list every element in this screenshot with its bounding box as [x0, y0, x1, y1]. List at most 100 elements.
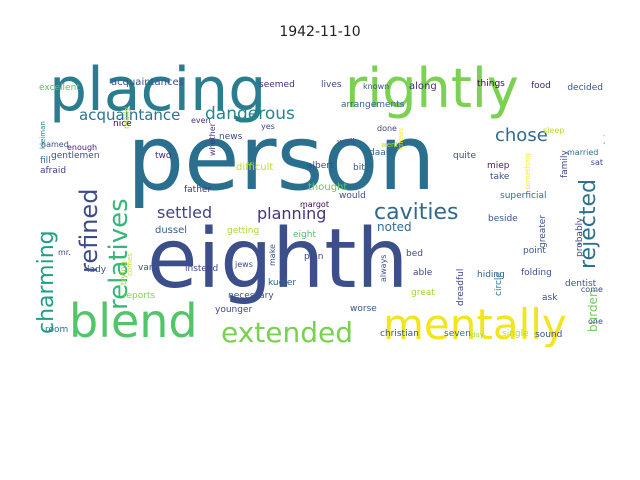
- cloud-word: quite: [453, 151, 476, 161]
- cloud-word: things: [477, 79, 505, 89]
- cloud-word: rejected: [576, 179, 601, 269]
- cloud-word: family: [560, 150, 570, 178]
- cloud-word: arrangements: [341, 100, 405, 110]
- cloud-word: great: [411, 288, 435, 298]
- cloud-word: younger: [215, 305, 252, 315]
- cloud-word: make: [268, 244, 277, 266]
- cloud-word: bed: [406, 249, 423, 259]
- cloud-word: getting: [227, 226, 259, 236]
- cloud-word: van: [138, 263, 155, 273]
- cloud-word: mentally: [383, 300, 567, 347]
- cloud-word: probably: [575, 217, 585, 257]
- cloud-word: able: [413, 268, 433, 278]
- cloud-word: planning: [257, 204, 326, 223]
- cloud-word: kugler: [268, 278, 296, 288]
- cloud-word: sleep: [543, 126, 564, 135]
- cloud-word: dreadful: [456, 269, 466, 306]
- cloud-word: christian: [380, 329, 419, 339]
- cloud-word: jews: [234, 260, 253, 269]
- cloud-word: ask: [542, 293, 558, 303]
- cloud-word: daan: [369, 148, 391, 158]
- cloud-word: eight: [293, 230, 316, 240]
- cloud-word: really: [122, 107, 131, 129]
- cloud-word: relatives: [104, 198, 134, 310]
- cloud-word: decided: [567, 83, 603, 93]
- cloud-word: excellent: [39, 83, 80, 93]
- cloud-word: necessary: [228, 291, 274, 301]
- cloud-word: folding: [521, 268, 552, 278]
- cloud-word: worse: [350, 304, 377, 314]
- cloud-word: bring: [603, 126, 605, 144]
- cloud-word: yes: [261, 122, 275, 131]
- cloud-word: comes: [126, 253, 134, 276]
- cloud-word: rightly: [345, 57, 519, 120]
- cloud-word: bit: [353, 163, 365, 173]
- cloud-word: gentlemen: [51, 151, 100, 161]
- cloud-word: along: [409, 81, 437, 92]
- cloud-word: trying: [119, 261, 128, 285]
- cloud-word: person: [127, 106, 436, 211]
- cloud-word: difficult: [236, 162, 273, 173]
- cloud-word: afraid: [40, 166, 66, 176]
- cloud-word: albert: [307, 161, 334, 171]
- cloud-word: thought: [308, 182, 347, 193]
- cloud-word: extended: [221, 316, 353, 347]
- cloud-word: chose: [495, 125, 548, 146]
- cloud-word: lives: [321, 80, 342, 90]
- cloud-word: would: [339, 191, 366, 201]
- cloud-word: news: [219, 132, 243, 142]
- cloud-word: instead: [185, 264, 218, 274]
- cloud-word: food: [531, 81, 551, 91]
- cloud-word: went: [381, 141, 398, 149]
- cloud-word: lady: [87, 265, 107, 275]
- cloud-word: margot: [300, 200, 329, 209]
- cloud-word: nice: [113, 119, 132, 129]
- cloud-word: whether: [208, 122, 217, 156]
- cloud-word: well: [337, 138, 355, 148]
- cloud-word: settled: [157, 203, 212, 222]
- cloud-word: mr.: [58, 248, 71, 257]
- cloud-word: day: [471, 331, 484, 339]
- cloud-word: known: [363, 82, 389, 91]
- cloud-word: placing: [49, 55, 266, 125]
- cloud-word: named: [41, 140, 69, 149]
- cloud-word: something: [524, 153, 532, 190]
- cloud-word: acquaintance: [79, 106, 180, 124]
- cloud-word: always: [379, 255, 388, 282]
- cloud-word: miep: [487, 161, 510, 171]
- cloud-word: greater: [538, 215, 548, 248]
- cloud-word: blend: [69, 294, 198, 347]
- cloud-word: fill: [40, 156, 51, 166]
- cloud-word: father: [184, 185, 211, 195]
- cloud-word: done: [377, 124, 397, 133]
- cloud-word: beside: [488, 214, 518, 224]
- cloud-word: dangerous: [205, 104, 295, 124]
- cloud-word: hiding: [477, 270, 505, 280]
- cloud-word: plan: [304, 252, 323, 262]
- cloud-word: kleiman: [39, 121, 47, 149]
- cloud-word: room: [45, 325, 68, 335]
- word-cloud: person eighth placing rightly blend mentally e…: [35, 47, 605, 347]
- page-title: 1942-11-10: [279, 24, 361, 40]
- cloud-word: circle: [494, 272, 504, 296]
- cloud-word: refined: [75, 189, 103, 273]
- cloud-word: married: [567, 148, 598, 157]
- cloud-word: charming: [35, 230, 59, 334]
- cloud-word: one: [588, 317, 603, 326]
- cloud-word: noted: [377, 220, 412, 234]
- cloud-word: reports: [123, 291, 155, 301]
- cloud-word: sound: [535, 330, 562, 340]
- cloud-word: two: [155, 151, 172, 161]
- cloud-word: sat: [591, 158, 603, 167]
- cloud-word: superficial: [500, 191, 546, 201]
- cloud-word: point: [523, 246, 546, 256]
- cloud-word: come: [581, 285, 603, 294]
- cloud-word: dentist: [565, 279, 597, 289]
- cloud-word: single: [502, 329, 529, 339]
- cloud-word: acquaintances: [111, 77, 184, 88]
- cloud-word: burden: [586, 289, 600, 332]
- cloud-word: enough: [67, 143, 97, 152]
- cloud-word: seemed: [259, 80, 295, 90]
- cloud-word: eighth: [147, 212, 408, 307]
